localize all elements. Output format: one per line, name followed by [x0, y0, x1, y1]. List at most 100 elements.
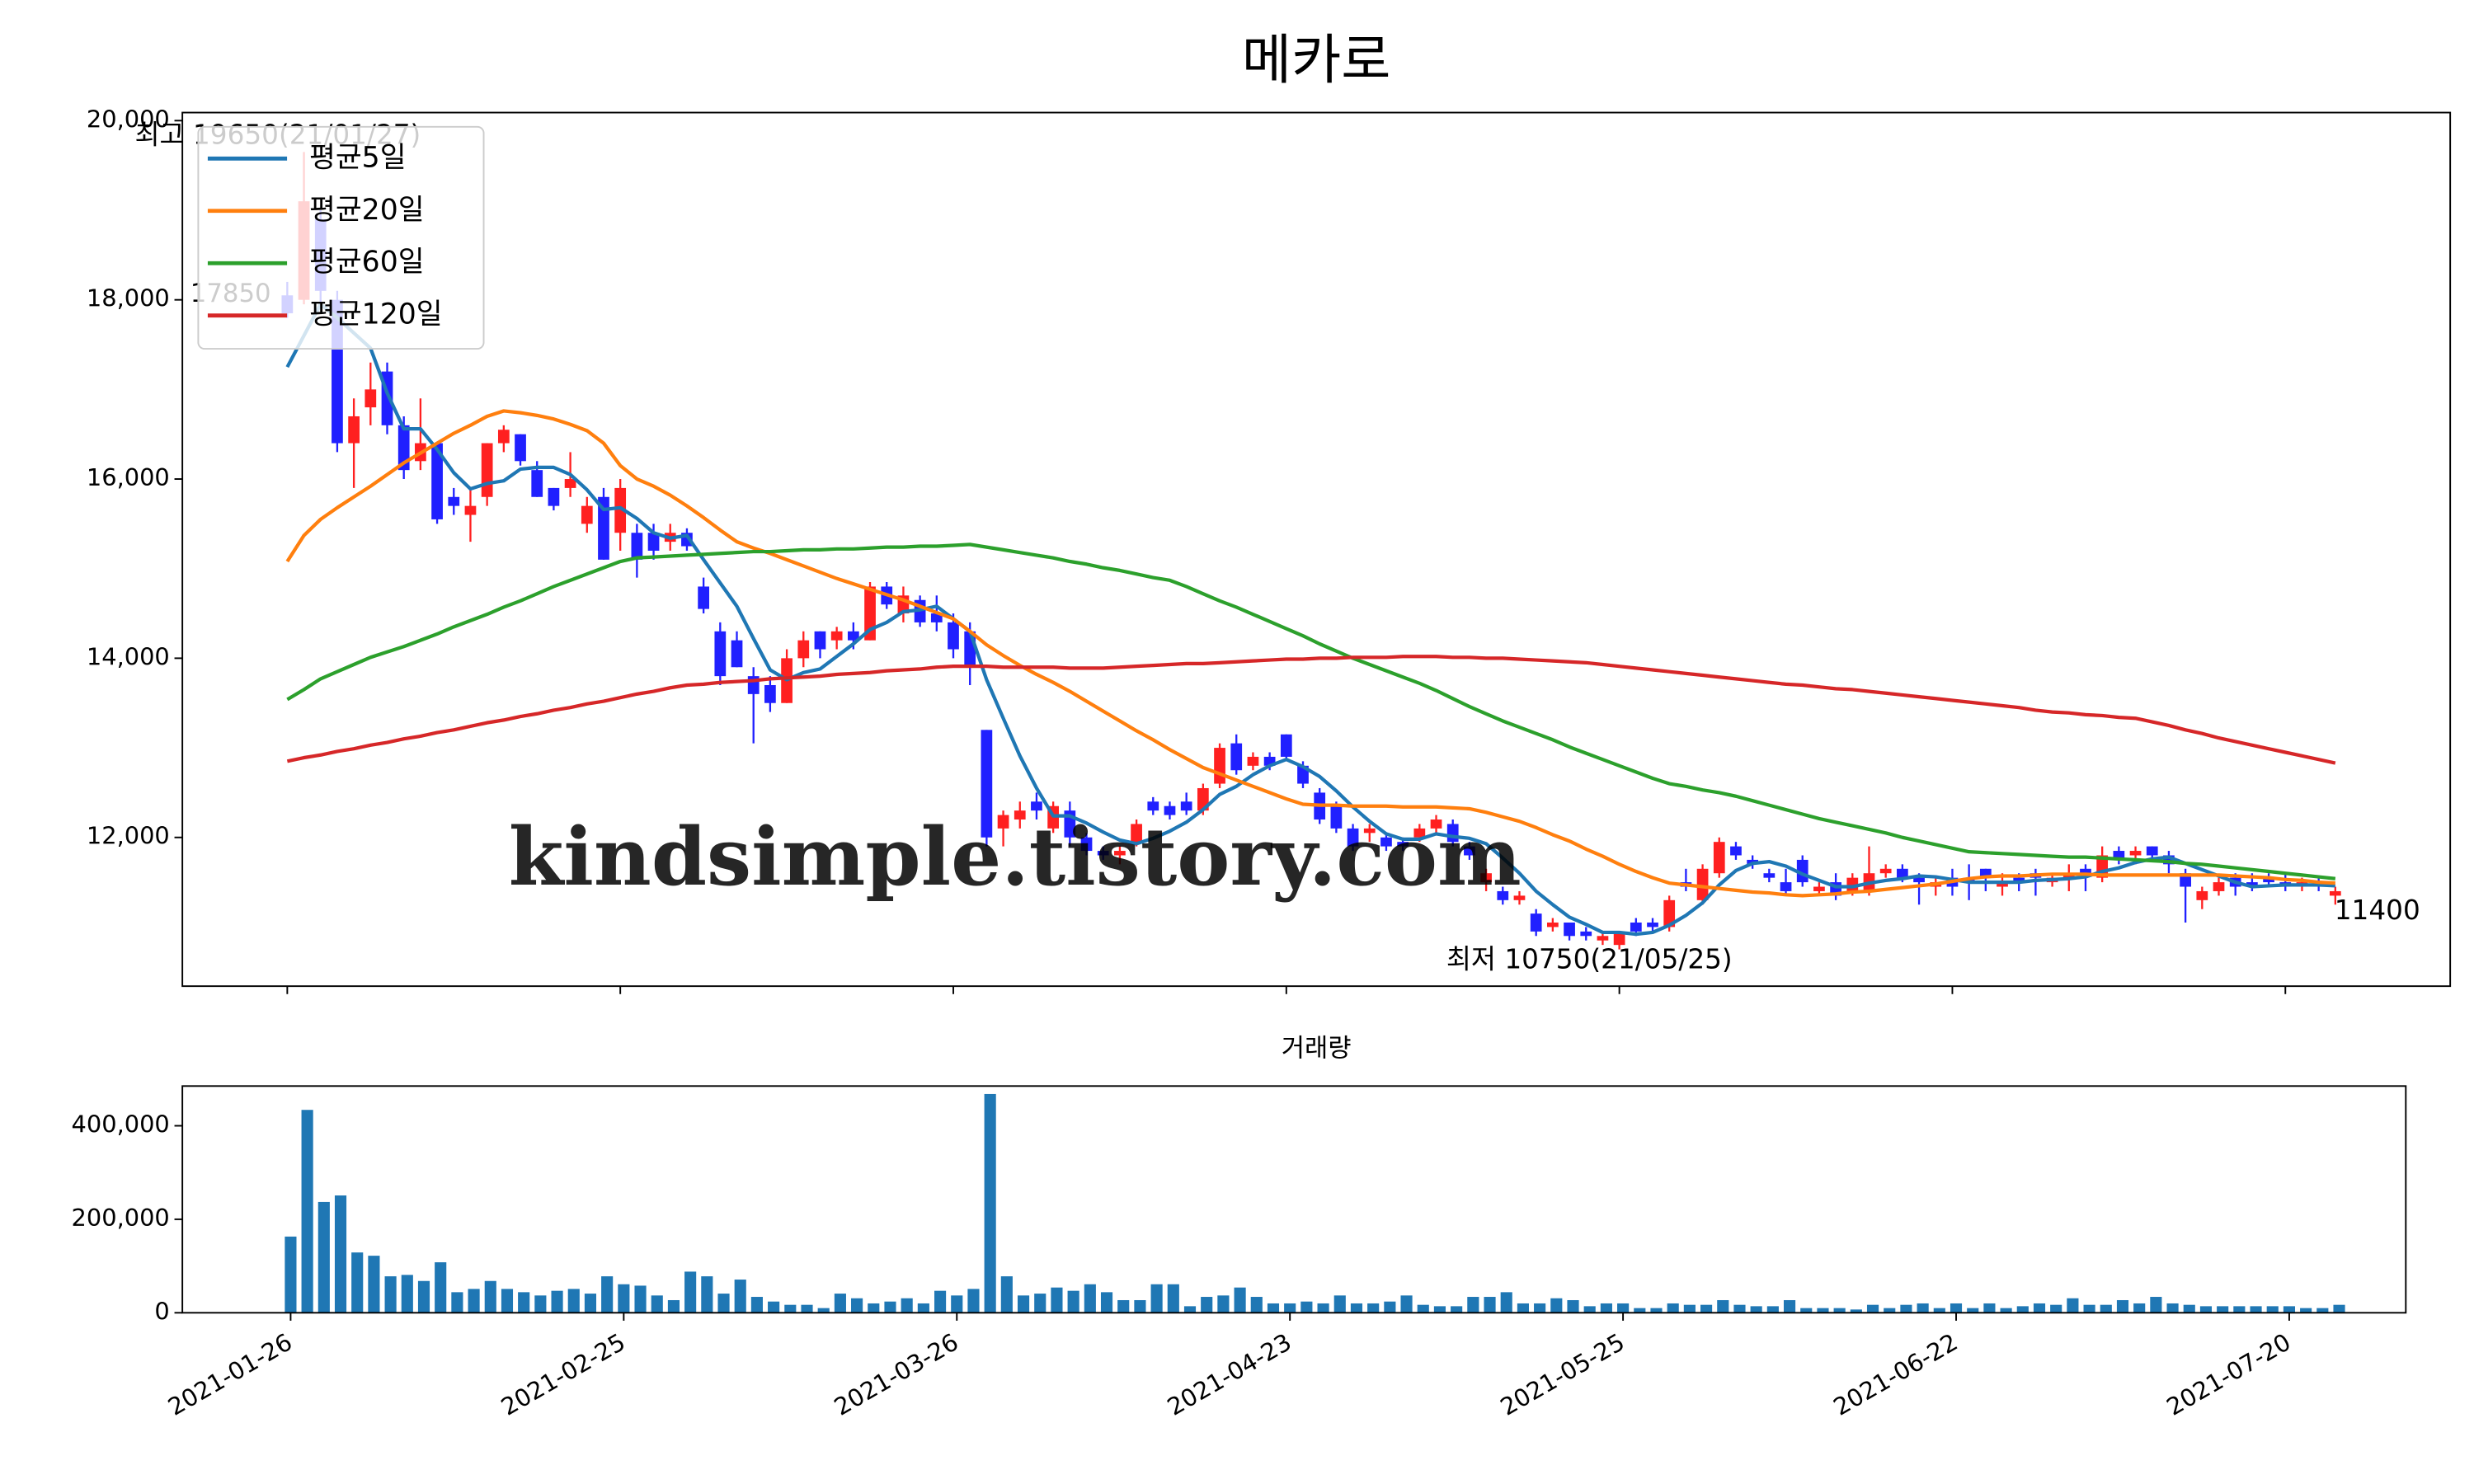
- candle-body: [1546, 922, 1559, 928]
- volume-bar: [2283, 1306, 2296, 1313]
- volume-bar: [1567, 1299, 1579, 1313]
- volume-bar: [1284, 1303, 1296, 1313]
- volume-bar: [501, 1289, 514, 1313]
- volume-bar: [1350, 1303, 1363, 1313]
- candle-body: [365, 389, 377, 408]
- volume-bar: [1250, 1297, 1263, 1313]
- volume-bar: [784, 1304, 797, 1313]
- candle-body: [2146, 846, 2158, 856]
- volume-bar: [1217, 1295, 1230, 1313]
- volume-bar: [435, 1262, 447, 1313]
- volume-bar: [1134, 1299, 1146, 1313]
- volume-bar: [2333, 1304, 2345, 1313]
- volume-bar: [1300, 1301, 1313, 1313]
- volume-bar: [651, 1295, 663, 1313]
- candle-body: [714, 631, 727, 677]
- watermark: kindsimple.tistory.com: [509, 810, 1522, 904]
- y-tick-label: 200,000: [72, 1204, 170, 1232]
- volume-bar: [2217, 1306, 2229, 1313]
- volume-bar: [1900, 1304, 1912, 1313]
- candle-body: [1131, 824, 1142, 843]
- candle-body: [731, 640, 743, 668]
- price-panel: 12,000 14,000 16,000 18,000 20,000: [87, 105, 2452, 994]
- volume-bar: [1384, 1301, 1396, 1313]
- candle-body: [1247, 756, 1259, 766]
- volume-bar: [2300, 1308, 2312, 1313]
- volume-bar: [368, 1256, 380, 1313]
- volume-bar: [417, 1280, 430, 1313]
- candle-body: [631, 533, 643, 560]
- volume-bar: [1234, 1287, 1246, 1313]
- candle-body: [564, 479, 576, 488]
- candle-body: [2129, 851, 2142, 856]
- volume-bar: [317, 1201, 330, 1313]
- candle-body: [847, 631, 859, 641]
- candle-body: [698, 586, 709, 609]
- y-tick-label: 16,000: [87, 463, 170, 491]
- volume-bar: [2183, 1304, 2195, 1313]
- volume-bar: [634, 1285, 647, 1313]
- volume-bar: [1500, 1292, 1512, 1313]
- volume-bar: [1417, 1304, 1429, 1313]
- volume-bar: [1034, 1294, 1047, 1313]
- volume-bar: [618, 1284, 630, 1313]
- volume-bar: [884, 1301, 896, 1313]
- volume-bar: [484, 1280, 496, 1313]
- candle-body: [2213, 882, 2225, 891]
- volume-bar: [2016, 1306, 2029, 1313]
- candle-body: [1214, 748, 1225, 784]
- candle-body: [1464, 846, 1475, 856]
- candle-body: [1380, 837, 1392, 847]
- volume-bar: [1167, 1284, 1179, 1313]
- candle-body: [1164, 805, 1176, 815]
- volume-bar: [851, 1298, 863, 1313]
- candle-body: [2013, 877, 2025, 883]
- ma-line: [286, 542, 2336, 881]
- volume-bar: [2150, 1297, 2162, 1313]
- candle-body: [981, 730, 993, 838]
- volume-bar: [1084, 1284, 1096, 1313]
- volume-bar: [2266, 1306, 2279, 1313]
- volume-bar: [1067, 1290, 1079, 1313]
- candle-body: [1014, 810, 1026, 820]
- ma-line: [285, 409, 2335, 898]
- volume-bar: [468, 1289, 480, 1313]
- candle-body: [1114, 851, 1126, 856]
- volume-bar: [768, 1301, 780, 1313]
- volume-bar: [1866, 1304, 1879, 1313]
- volume-bar: [1051, 1287, 1063, 1313]
- volume-bar: [684, 1271, 697, 1313]
- volume-bar: [801, 1304, 813, 1313]
- volume-bar: [285, 1236, 297, 1313]
- candle-body: [1180, 801, 1192, 811]
- candle-body: [1330, 805, 1343, 829]
- y-tick-label: 20,000: [87, 105, 170, 133]
- volume-bar: [1717, 1299, 1729, 1313]
- volume-bar: [868, 1303, 880, 1313]
- candle-body: [2329, 890, 2341, 896]
- volume-bar: [1451, 1306, 1463, 1313]
- volume-bar: [934, 1290, 947, 1313]
- candle-body: [614, 487, 627, 533]
- overlay: 최고 19650(21/01/27)17850최저 10750(21/05/25…: [134, 119, 2420, 974]
- volume-bar: [2116, 1299, 2129, 1313]
- volume-bar: [1400, 1295, 1413, 1313]
- volume-bar: [1650, 1308, 1663, 1313]
- candle-body: [997, 815, 1009, 829]
- volume-bar: [451, 1292, 463, 1313]
- candle-body: [1647, 922, 1658, 928]
- candle-body: [2263, 877, 2274, 883]
- volume-bar: [1667, 1303, 1679, 1313]
- volume-bar: [901, 1298, 913, 1313]
- candle-body: [647, 533, 660, 551]
- volume-bar: [584, 1294, 597, 1313]
- volume-bar: [1367, 1303, 1380, 1313]
- candle-body: [515, 434, 526, 462]
- annotation: 11400: [2335, 895, 2420, 926]
- volume-bar: [384, 1276, 397, 1313]
- volume-bar: [967, 1289, 980, 1313]
- volume-bar: [301, 1110, 313, 1313]
- volume-bar: [2050, 1304, 2062, 1313]
